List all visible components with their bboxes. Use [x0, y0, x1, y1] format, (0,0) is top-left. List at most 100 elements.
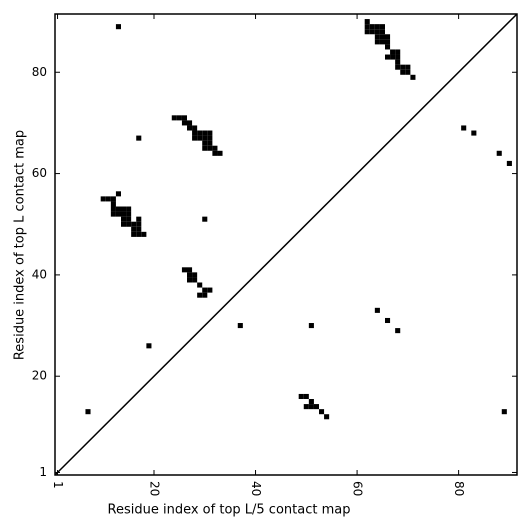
contact-cell [374, 39, 380, 45]
contact-cell [187, 125, 193, 131]
contact-cell [192, 135, 198, 141]
contact-cell [364, 29, 370, 35]
contact-cell [202, 145, 208, 151]
contact-cell [192, 277, 198, 283]
contact-cell [202, 292, 208, 298]
contact-cell [192, 272, 198, 278]
contact-cell [395, 64, 401, 70]
contact-cell [115, 24, 121, 30]
y-tick-label: 80 [32, 65, 47, 79]
x-tick-label: 60 [351, 481, 365, 496]
contact-cell [212, 145, 218, 151]
contact-cell [197, 292, 203, 298]
contact-cell [141, 231, 147, 237]
contact-cell [471, 130, 477, 136]
contact-cell [202, 216, 208, 222]
x-tick-label: 20 [148, 481, 162, 496]
contact-cell [207, 135, 213, 141]
y-tick-label: 1 [39, 465, 47, 479]
contact-cell [202, 140, 208, 146]
y-tick-label: 40 [32, 267, 47, 281]
contact-cell [131, 221, 137, 227]
contact-cell [379, 39, 385, 45]
contact-cell [324, 414, 330, 420]
contact-cell [385, 39, 391, 45]
contact-cell [364, 24, 370, 30]
contact-cell [202, 287, 208, 293]
contact-cell [395, 328, 401, 334]
contact-cell [501, 409, 507, 415]
contact-cell [131, 226, 137, 232]
contact-cell [400, 69, 406, 75]
contact-cell [506, 160, 512, 166]
contact-cell [136, 221, 142, 227]
contact-cell [369, 24, 375, 30]
contact-cell [390, 49, 396, 55]
contact-cell [115, 206, 121, 212]
contact-cell [192, 125, 198, 131]
contact-cell [496, 150, 502, 156]
contact-cell [207, 287, 213, 293]
contact-cell [385, 317, 391, 324]
contact-cell [187, 267, 193, 273]
contact-cell [395, 59, 401, 65]
contact-cell [308, 404, 314, 410]
contact-cell [298, 393, 304, 400]
contact-cell [308, 399, 314, 405]
contact-cell [176, 115, 182, 121]
contact-cell [405, 69, 411, 75]
contact-cell [385, 54, 391, 60]
contact-cell [308, 323, 314, 329]
contact-cell [121, 221, 127, 227]
contact-cell [303, 393, 309, 400]
contact-cell [385, 34, 391, 40]
y-axis-label: Residue index of top L contact map [13, 130, 28, 360]
contact-cell [115, 191, 121, 197]
contact-cell [110, 196, 116, 202]
contact-cell [207, 130, 213, 136]
contact-cell [187, 120, 193, 126]
contact-cell [217, 150, 223, 156]
plot-frame [54, 13, 518, 476]
contact-cell [136, 135, 142, 141]
contact-cell [136, 216, 142, 222]
diagonal [54, 13, 518, 476]
contact-cell [85, 409, 91, 415]
contact-cell [207, 145, 213, 151]
contact-cell [410, 74, 416, 80]
contact-cell [369, 29, 375, 35]
contact-cell [126, 206, 132, 212]
contact-cell [197, 130, 203, 136]
contact-cell [207, 140, 213, 146]
y-tick-label: 20 [32, 369, 47, 383]
contact-cell [146, 343, 152, 349]
contact-cell [395, 54, 401, 60]
contact-cell [461, 125, 467, 131]
contact-cell [237, 323, 243, 329]
contact-cell [197, 135, 203, 141]
contact-cell [181, 267, 187, 273]
contact-cell [303, 404, 309, 410]
y-tick-label: 60 [32, 166, 47, 180]
contact-cell [379, 34, 385, 40]
contact-cell [110, 211, 116, 217]
contact-cell [126, 221, 132, 227]
contact-cell [187, 277, 193, 283]
x-axis-label: Residue index of top L/5 contact map [108, 503, 351, 518]
contact-cell [212, 150, 218, 156]
contact-cell [385, 44, 391, 50]
contact-cell [374, 307, 380, 313]
contact-cell [126, 216, 132, 222]
contact-cell [105, 196, 111, 202]
contact-cell [121, 206, 127, 212]
contact-cell [110, 206, 116, 212]
contact-cell [390, 54, 396, 60]
contact-cell [202, 135, 208, 141]
contact-cell [126, 211, 132, 217]
x-tick-label: 1 [51, 481, 65, 489]
contact-cell [319, 409, 325, 415]
contact-cell [192, 130, 198, 136]
x-tick-label: 40 [249, 481, 263, 496]
contact-cell [121, 211, 127, 217]
